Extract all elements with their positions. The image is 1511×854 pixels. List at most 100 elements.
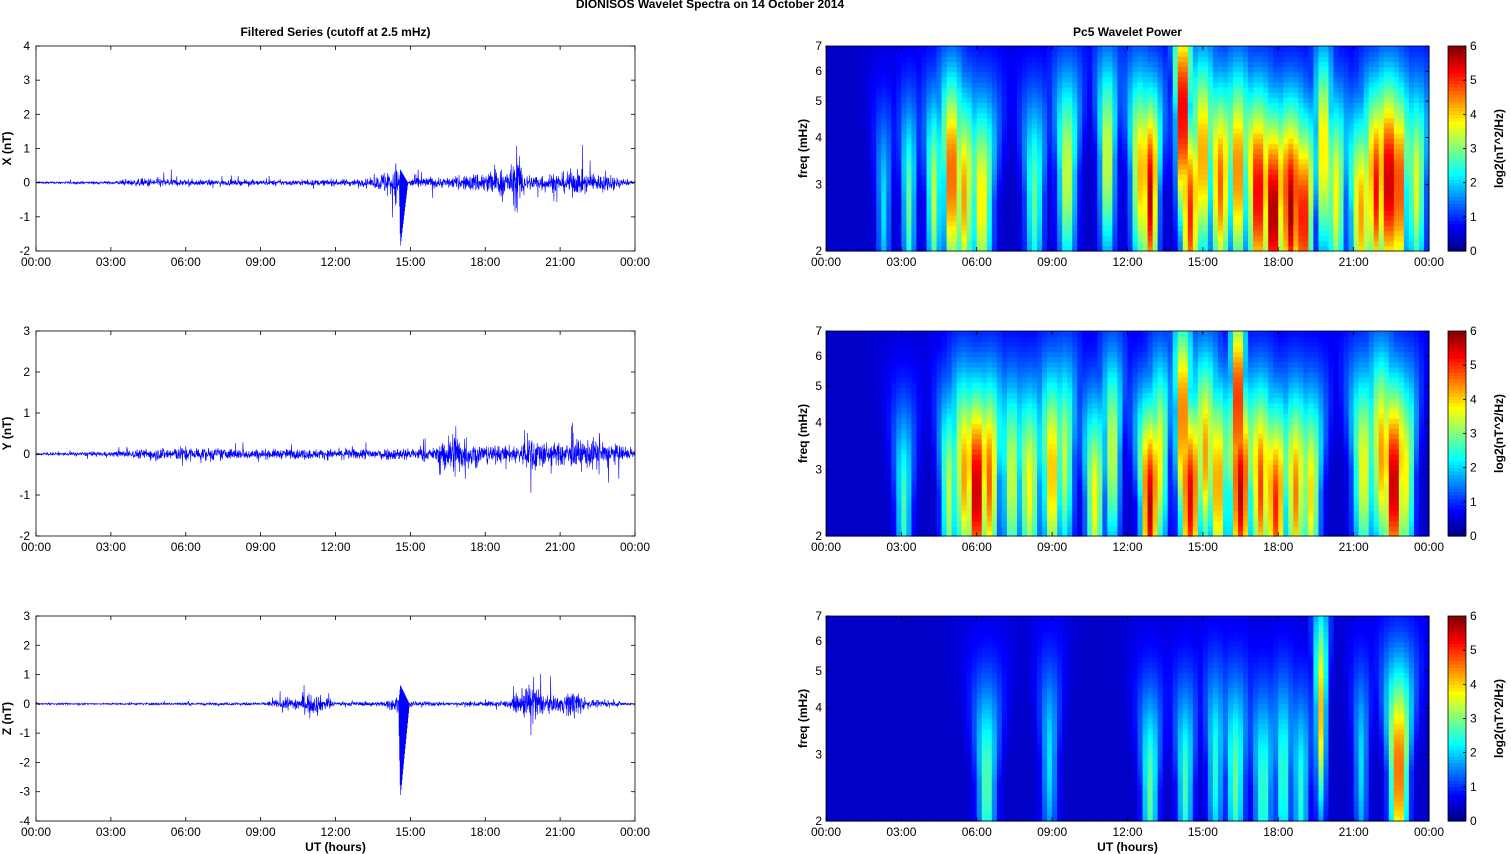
spectrum-cell — [1398, 174, 1405, 180]
spectrum-cell — [1052, 204, 1058, 211]
spectrum-cell — [1027, 158, 1033, 165]
spectrum-cell — [941, 163, 948, 170]
spectrum-cell — [1413, 76, 1420, 83]
spectrum-cell — [1338, 97, 1345, 103]
spectrum-cell — [861, 220, 867, 226]
spectrum-cell — [1373, 87, 1380, 93]
spectrum-cell — [876, 117, 882, 124]
spectrum-cell — [1303, 66, 1310, 73]
spectrum-cell — [1132, 199, 1139, 206]
spectrum-cell — [1323, 194, 1330, 201]
spectrum-cell — [851, 179, 857, 185]
spectrum-cell — [1152, 46, 1159, 52]
spectrum-cell — [961, 117, 968, 124]
spectrum-cell — [1233, 148, 1239, 155]
spectrum-cell — [1228, 97, 1234, 103]
spectrum-cell — [1318, 81, 1325, 88]
spectrum-cell — [1378, 169, 1385, 175]
spectrum-cell — [1102, 87, 1109, 93]
spectrum-cell — [1082, 66, 1088, 73]
x-tick-label: 00:00 — [1414, 255, 1444, 269]
spectrum-cell — [1363, 102, 1370, 109]
spectrum-cell — [1142, 122, 1149, 129]
spectrum-cell — [846, 225, 852, 232]
spectrum-cell — [1032, 220, 1038, 226]
spectrum-cell — [1192, 194, 1199, 201]
spectrum-cell — [1027, 240, 1033, 247]
spectrum-cell — [846, 143, 852, 150]
spectrum-cell — [881, 210, 887, 216]
spectrum-cell — [1057, 143, 1063, 150]
spectrum-cell — [876, 220, 882, 226]
spectrum-cell — [1192, 184, 1199, 191]
spectrum-cell — [831, 97, 837, 103]
spectrum-cell — [831, 153, 837, 160]
spectrum-cell — [911, 215, 918, 221]
spectrum-cell — [1127, 240, 1134, 247]
spectrum-cell — [1328, 235, 1335, 242]
spectrum-cell — [1388, 158, 1395, 165]
spectrum-cell — [1072, 46, 1078, 52]
spectrum-cell — [1338, 153, 1345, 160]
spectrum-cell — [1137, 225, 1144, 232]
spectrum-cell — [1383, 51, 1390, 57]
spectrum-cell — [1358, 220, 1365, 226]
spectrum-cell — [891, 240, 897, 247]
spectrum-cell — [1162, 56, 1169, 62]
spectrum-cell — [1212, 230, 1219, 237]
spectrum-cell — [1273, 66, 1279, 73]
spectrum-cell — [1293, 210, 1299, 216]
spectrum-cell — [1278, 240, 1284, 247]
spectrum-cell — [1303, 230, 1310, 237]
spectrum-cell — [1248, 112, 1254, 119]
spectrum-cell — [841, 204, 847, 211]
spectrum-cell — [1283, 174, 1289, 180]
spectrum-cell — [1197, 117, 1204, 124]
spectrum-cell — [1293, 169, 1299, 175]
spectrum-cell — [1278, 169, 1284, 175]
spectrum-cell — [1283, 204, 1289, 211]
x-tick-label: 06:00 — [962, 255, 992, 269]
spectrum-cell — [831, 122, 837, 129]
spectrum-cell — [1157, 184, 1164, 191]
spectrum-cell — [1378, 87, 1385, 93]
spectrum-cell — [1343, 117, 1350, 124]
spectrum-cell — [1197, 189, 1204, 196]
spectrum-cell — [1062, 133, 1068, 139]
spectrum-cell — [1388, 169, 1395, 175]
spectrum-cell — [971, 56, 978, 62]
spectrum-cell — [1072, 117, 1078, 124]
spectrum-cell — [1132, 128, 1139, 134]
spectrum-cell — [1293, 179, 1299, 185]
spectrum-cell — [1358, 235, 1365, 242]
colorbar-step — [1448, 76, 1466, 81]
spectrum-cell — [1147, 204, 1154, 211]
spectrum-cell — [1418, 184, 1425, 191]
spectrum-cell — [836, 56, 842, 62]
spectrum-cell — [1212, 61, 1219, 68]
spectrum-cell — [936, 81, 943, 88]
spectrum-cell — [851, 66, 857, 73]
spectrum-cell — [956, 112, 963, 119]
spectrum-cell — [1207, 102, 1214, 109]
spectrum-cell — [1263, 230, 1269, 237]
spectrum-cell — [1418, 51, 1425, 57]
spectrum-cell — [1057, 128, 1063, 134]
spectrum-cell — [1388, 128, 1395, 134]
colorbar-step — [1448, 223, 1466, 228]
spectrum-cell — [1298, 215, 1304, 221]
spectrum-cell — [1162, 112, 1169, 119]
spectrum-cell — [1087, 117, 1093, 124]
spectrum-cell — [1328, 148, 1335, 155]
x-tick-label: 12:00 — [320, 255, 350, 269]
spectrum-cell — [916, 87, 923, 93]
spectrum-cell — [1006, 189, 1013, 196]
spectrum-cell — [1011, 51, 1018, 57]
spectrum-cell — [1107, 92, 1114, 98]
spectrum-cell — [1127, 179, 1134, 185]
spectrum-cell — [831, 71, 837, 78]
spectrum-cell — [886, 76, 892, 83]
spectrum-cell — [1072, 92, 1078, 98]
spectrum-cell — [896, 210, 902, 216]
spectrum-cell — [1052, 148, 1058, 155]
